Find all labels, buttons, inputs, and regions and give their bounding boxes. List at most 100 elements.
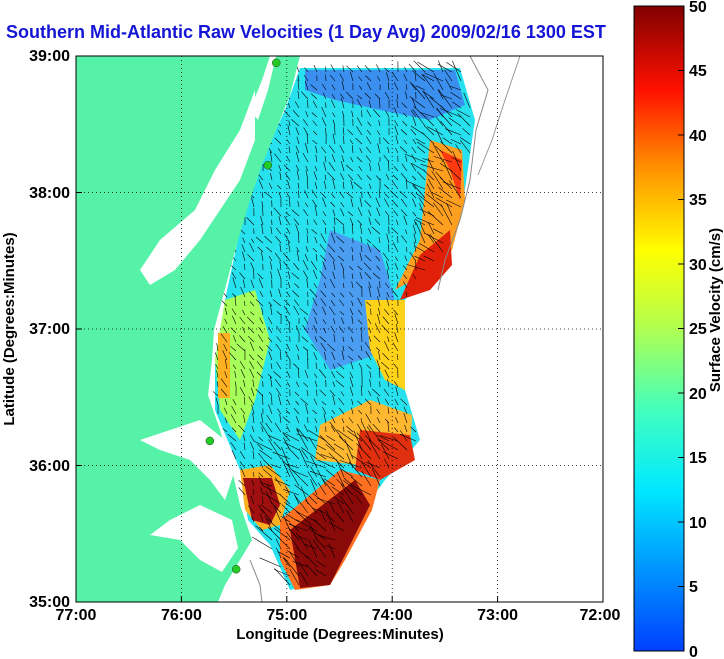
velocity-vector bbox=[274, 568, 291, 586]
velocity-vector bbox=[283, 299, 291, 307]
velocity-vector bbox=[442, 181, 462, 190]
velocity-vector bbox=[427, 211, 444, 226]
velocity-vector bbox=[396, 323, 399, 334]
velocity-vector bbox=[325, 509, 336, 532]
velocity-vector bbox=[268, 351, 273, 361]
colorbar bbox=[633, 5, 685, 652]
velocity-vector bbox=[377, 296, 381, 307]
velocity-vector bbox=[312, 507, 327, 514]
velocity-vector bbox=[340, 93, 345, 100]
velocity-vector bbox=[287, 464, 300, 469]
velocity-vector bbox=[287, 125, 291, 136]
velocity-vector bbox=[387, 160, 390, 172]
velocity-vector bbox=[340, 317, 345, 325]
velocity-vector bbox=[307, 219, 309, 226]
velocity-vector bbox=[385, 282, 390, 289]
velocity-vector bbox=[410, 125, 426, 136]
colorbar-tick-label: 5 bbox=[689, 579, 698, 596]
velocity-vector bbox=[300, 486, 309, 505]
velocity-vector bbox=[232, 315, 237, 325]
velocity-vector bbox=[376, 417, 381, 424]
velocity-vector bbox=[425, 193, 444, 208]
velocity-vector bbox=[357, 265, 363, 271]
velocity-vector bbox=[442, 159, 453, 181]
velocity-vector bbox=[249, 341, 255, 352]
velocity-vector bbox=[346, 192, 354, 199]
velocity-vector bbox=[399, 146, 408, 154]
velocity-vector bbox=[295, 400, 300, 406]
velocity-vector bbox=[382, 451, 399, 460]
velocity-vector bbox=[222, 326, 228, 334]
chart-title: Southern Mid-Atlantic Raw Velocities (1 … bbox=[6, 22, 606, 42]
velocity-vector bbox=[342, 127, 345, 136]
velocity-vector bbox=[335, 379, 345, 388]
velocity-vector bbox=[339, 145, 345, 154]
velocity-vector bbox=[272, 451, 291, 460]
velocity-vector bbox=[382, 137, 390, 145]
velocity-vector bbox=[403, 112, 408, 118]
velocity-vector bbox=[401, 163, 408, 172]
velocity-vector bbox=[383, 184, 390, 190]
velocity-vector bbox=[222, 350, 228, 361]
velocity-vector bbox=[277, 184, 282, 190]
velocity-vector bbox=[314, 182, 318, 190]
velocity-vector bbox=[251, 238, 255, 244]
velocity-vector bbox=[258, 278, 264, 289]
velocity-vector bbox=[286, 139, 291, 145]
velocity-vector bbox=[232, 399, 237, 406]
velocity-vector bbox=[400, 209, 408, 217]
velocity-vector bbox=[365, 301, 372, 307]
velocity-vector bbox=[310, 466, 318, 478]
velocity-vector bbox=[284, 215, 291, 226]
velocity-vector bbox=[387, 421, 390, 433]
velocity-vector bbox=[394, 398, 399, 406]
velocity-vector bbox=[402, 265, 408, 271]
velocity-vector bbox=[249, 368, 255, 379]
velocity-vector bbox=[400, 172, 408, 181]
velocity-vector bbox=[400, 129, 408, 136]
velocity-vector bbox=[460, 140, 471, 154]
velocity-vector bbox=[278, 288, 282, 298]
velocity-vector bbox=[310, 478, 318, 496]
velocity-vector bbox=[324, 156, 327, 163]
velocity-vector bbox=[301, 447, 318, 460]
velocity-vector bbox=[333, 496, 345, 505]
velocity-vector bbox=[388, 244, 390, 253]
velocity-vector bbox=[240, 369, 246, 379]
velocity-vector bbox=[273, 371, 282, 379]
velocity-vector bbox=[321, 478, 336, 496]
velocity-vector bbox=[409, 96, 426, 109]
velocity-vectors bbox=[212, 60, 471, 586]
velocity-vector bbox=[394, 427, 399, 433]
velocity-vector bbox=[274, 379, 282, 388]
velocity-vector bbox=[410, 110, 417, 118]
velocity-vector bbox=[224, 399, 228, 406]
velocity-vector bbox=[333, 333, 336, 343]
velocity-vector bbox=[351, 398, 354, 406]
velocity-vector bbox=[301, 336, 309, 343]
velocity-vector bbox=[357, 409, 363, 415]
velocity-vector bbox=[424, 125, 435, 136]
velocity-vector bbox=[427, 221, 435, 235]
velocity-vector bbox=[253, 440, 273, 451]
velocity-vector bbox=[392, 180, 399, 190]
velocity-vector bbox=[314, 166, 318, 172]
velocity-vector bbox=[376, 265, 381, 271]
velocity-vector bbox=[356, 65, 363, 73]
velocity-vector bbox=[236, 343, 246, 352]
velocity-vector bbox=[286, 425, 291, 433]
velocity-vector bbox=[284, 315, 291, 325]
velocity-vector bbox=[296, 136, 300, 145]
velocity-vector bbox=[366, 136, 372, 145]
velocity-vector bbox=[371, 226, 381, 235]
colorbar-tick-label: 15 bbox=[689, 450, 707, 467]
velocity-vector bbox=[357, 355, 363, 361]
velocity-vector bbox=[332, 119, 336, 127]
velocity-vector bbox=[372, 272, 381, 280]
velocity-vector bbox=[444, 69, 453, 82]
velocity-vector bbox=[287, 271, 291, 280]
velocity-vector bbox=[282, 489, 300, 496]
velocity-vector bbox=[284, 350, 291, 361]
velocity-vector bbox=[405, 291, 408, 298]
velocity-vector bbox=[224, 307, 228, 316]
